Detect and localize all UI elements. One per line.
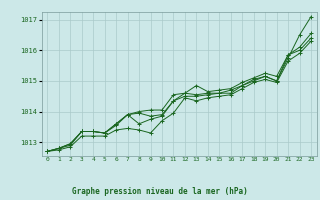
Text: Graphe pression niveau de la mer (hPa): Graphe pression niveau de la mer (hPa): [72, 187, 248, 196]
